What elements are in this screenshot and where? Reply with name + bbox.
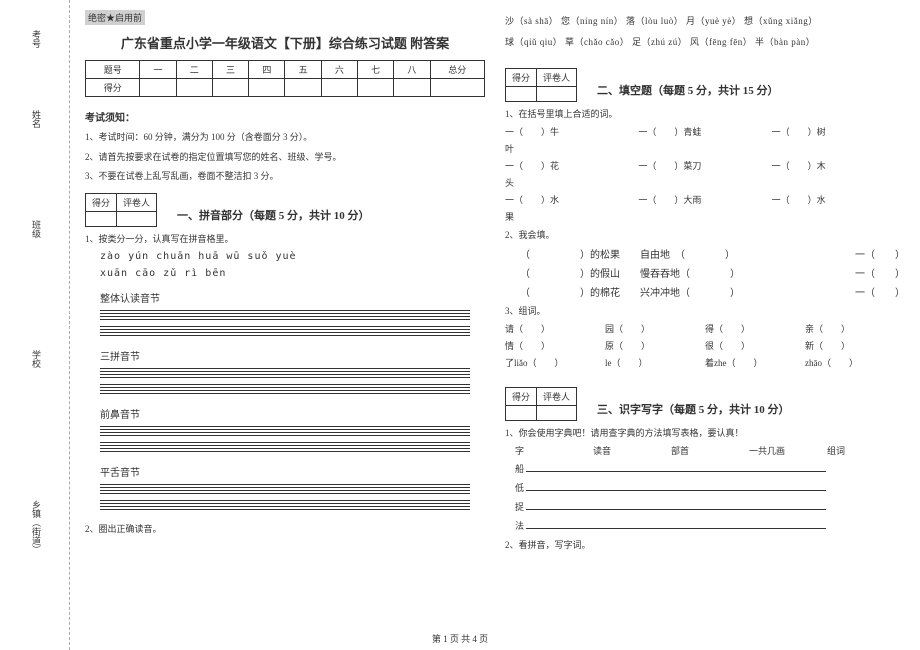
sub-label: 前鼻音节 (100, 406, 485, 421)
pinyin-option-row: 球（qiǔ qiu） 草（chǎo cǎo） 足（zhú zú） 风（fēng … (505, 35, 905, 48)
binding-margin: 考号 姓名 班级 学校 乡镇（街道） (0, 0, 70, 650)
question: 3、组词。 (505, 304, 905, 317)
left-column: 绝密★启用前 广东省重点小学一年级语文【下册】综合练习试题 附答案 题号 一 二… (85, 10, 485, 640)
section-1-title: 一、拼音部分（每题 5 分，共计 10 分） (177, 207, 370, 223)
pinyin-grid (100, 426, 470, 438)
pinyin-grid (100, 500, 470, 512)
margin-label: 班级 (30, 220, 43, 238)
question: 2、圈出正确读音。 (85, 522, 485, 535)
exam-title: 广东省重点小学一年级语文【下册】综合练习试题 附答案 (85, 33, 485, 52)
pinyin-grid (100, 484, 470, 496)
section-2-title: 二、填空题（每题 5 分，共计 15 分） (597, 82, 779, 98)
margin-label: 考号 (30, 30, 43, 48)
margin-label: 乡镇（街道） (30, 500, 43, 554)
margin-label: 姓名 (30, 110, 43, 128)
pinyin-grid (100, 310, 470, 322)
secret-tag: 绝密★启用前 (85, 10, 145, 25)
table-row: 得分 (86, 79, 485, 97)
pinyin-text: zào yún chuān huā wū suǒ yuè (100, 251, 485, 262)
char-row: 了liǎo（ ）le（ ）着zhe（ ）zhāo（ ） (505, 356, 905, 369)
question: 1、在括号里填上合适的词。 (505, 107, 905, 120)
notice-title: 考试须知： (85, 109, 485, 124)
fill-row: 一（ ）花一（ ）菜刀一（ ）木 (505, 159, 905, 172)
question: 2、我会填。 (505, 228, 905, 241)
table-row: 题号 一 二 三 四 五 六 七 八 总分 (86, 61, 485, 79)
fill-row: 头 (505, 176, 905, 189)
pinyin-grid (100, 384, 470, 396)
sub-label: 三拼音节 (100, 348, 485, 363)
right-column: 沙（sà shā） 您（níng nín） 落（lòu luò） 月（yuè y… (505, 10, 905, 640)
fill-row: 一（ ）牛一（ ）青蛙一（ ）树 (505, 125, 905, 138)
margin-label: 学校 (30, 350, 43, 368)
sub-label: 平舌音节 (100, 464, 485, 479)
page-columns: 绝密★启用前 广东省重点小学一年级语文【下册】综合练习试题 附答案 题号 一 二… (70, 0, 920, 650)
fill-row: 一（ ）水一（ ）大雨一（ ）水 (505, 193, 905, 206)
question: 2、看拼音，写字词。 (505, 538, 905, 551)
question: 1、你会使用字典吧！请用查字典的方法填写表格，要认真！ (505, 426, 905, 439)
notice-item: 1、考试时间：60 分钟，满分为 100 分（含卷面分 3 分）。 (85, 131, 485, 145)
pinyin-text: xuān cāo zǔ rì bēn (100, 268, 485, 279)
notice-item: 2、请首先按要求在试卷的指定位置填写您的姓名、班级、学号。 (85, 151, 485, 165)
pinyin-grid (100, 442, 470, 454)
fill-row: （ ）的假山慢吞吞地（ ）一（ ） (520, 265, 905, 280)
pinyin-grid (100, 368, 470, 380)
question: 1、按类分一分，认真写在拼音格里。 (85, 232, 485, 245)
score-mini-table: 得分评卷人 (505, 68, 577, 102)
page-footer: 第 1 页 共 4 页 (0, 632, 920, 645)
score-mini-table: 得分评卷人 (85, 193, 157, 227)
fill-row: 果 (505, 210, 905, 223)
pinyin-grid (100, 326, 470, 338)
char-row: 情（ ）原（ ）很（ ）新（ ） (505, 339, 905, 352)
score-table: 题号 一 二 三 四 五 六 七 八 总分 得分 (85, 60, 485, 97)
sub-label: 整体认读音节 (100, 290, 485, 305)
section-3-title: 三、识字写字（每题 5 分，共计 10 分） (597, 401, 790, 417)
fill-row: （ ）的松果自由地 （ ）一（ ） (520, 246, 905, 261)
score-mini-table: 得分评卷人 (505, 387, 577, 421)
pinyin-option-row: 沙（sà shā） 您（níng nín） 落（lòu luò） 月（yuè y… (505, 14, 905, 27)
fill-row: 叶 (505, 142, 905, 155)
fill-row: （ ）的棉花兴冲冲地（ ）一（ ） (520, 284, 905, 299)
dict-header: 字 读音 部首 一共几画 组词 (515, 444, 905, 457)
notice-item: 3、不要在试卷上乱写乱画，卷面不整洁扣 3 分。 (85, 170, 485, 184)
char-row: 请（ ）园（ ）得（ ）亲（ ） (505, 322, 905, 335)
